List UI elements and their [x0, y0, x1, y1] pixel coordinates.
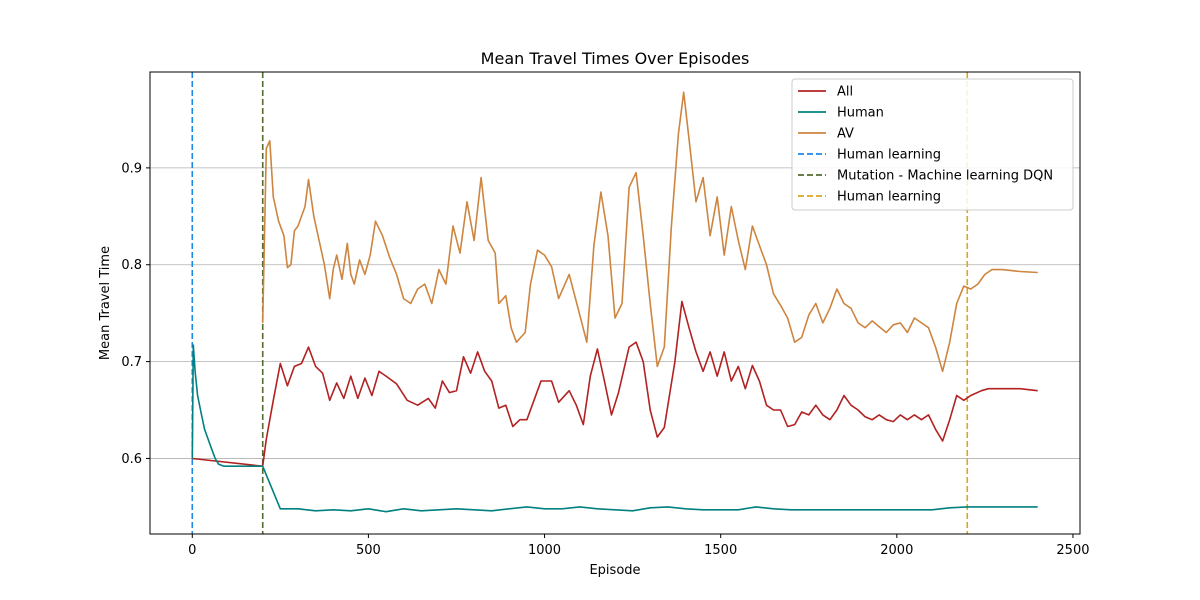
- y-tick-label: 0.8: [121, 258, 142, 273]
- y-axis-label: Mean Travel Time: [98, 246, 113, 360]
- x-axis-ticks: 0 500 1000 1500 2000 2500: [188, 534, 1090, 558]
- x-tick-label: 2500: [1056, 543, 1089, 558]
- legend: All Human AV Human learning Mutation - Machi…: [791, 78, 1074, 211]
- series-line-human: [191, 344, 1038, 513]
- x-tick-label: 1500: [704, 543, 737, 558]
- legend-label: Human learning: [837, 148, 941, 163]
- series-lines: [191, 91, 1038, 513]
- x-axis-label: Episode: [589, 563, 640, 578]
- series-line-all: [192, 300, 1038, 467]
- plot-area-frame: [149, 71, 1081, 535]
- legend-label: All: [837, 85, 853, 100]
- x-tick-label: 0: [188, 543, 196, 558]
- y-tick-label: 0.9: [121, 161, 142, 176]
- x-tick-label: 2000: [880, 543, 913, 558]
- chart-title: Mean Travel Times Over Episodes: [481, 49, 750, 68]
- legend-label: Human learning: [837, 190, 941, 205]
- y-axis-ticks: 0.6 0.7 0.8 0.9: [121, 161, 150, 467]
- legend-label: Human: [837, 106, 884, 121]
- x-tick-label: 500: [356, 543, 381, 558]
- y-tick-label: 0.6: [121, 452, 142, 467]
- series-line-av: [261, 91, 1038, 373]
- legend-frame: [791, 78, 1074, 211]
- legend-label: AV: [837, 127, 854, 142]
- y-tick-label: 0.7: [121, 355, 142, 370]
- x-tick-label: 1000: [528, 543, 561, 558]
- legend-label: Mutation - Machine learning DQN: [837, 169, 1053, 184]
